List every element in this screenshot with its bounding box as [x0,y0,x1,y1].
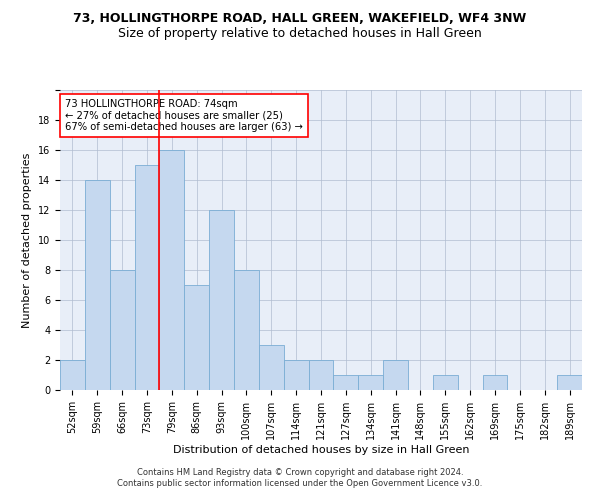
Bar [557,375,582,390]
Text: Size of property relative to detached houses in Hall Green: Size of property relative to detached ho… [118,28,482,40]
Bar [482,375,508,390]
Y-axis label: Number of detached properties: Number of detached properties [22,152,32,328]
Bar [383,360,408,390]
Bar [334,375,358,390]
Bar [184,285,209,390]
Bar [85,180,110,390]
Bar [358,375,383,390]
Bar [308,360,334,390]
Bar [284,360,308,390]
Text: 73 HOLLINGTHORPE ROAD: 74sqm
← 27% of detached houses are smaller (25)
67% of se: 73 HOLLINGTHORPE ROAD: 74sqm ← 27% of de… [65,99,303,132]
Text: Contains HM Land Registry data © Crown copyright and database right 2024.
Contai: Contains HM Land Registry data © Crown c… [118,468,482,487]
Bar [259,345,284,390]
X-axis label: Distribution of detached houses by size in Hall Green: Distribution of detached houses by size … [173,444,469,454]
Bar [234,270,259,390]
Bar [110,270,134,390]
Bar [209,210,234,390]
Bar [433,375,458,390]
Bar [60,360,85,390]
Bar [134,165,160,390]
Bar [160,150,184,390]
Text: 73, HOLLINGTHORPE ROAD, HALL GREEN, WAKEFIELD, WF4 3NW: 73, HOLLINGTHORPE ROAD, HALL GREEN, WAKE… [73,12,527,26]
